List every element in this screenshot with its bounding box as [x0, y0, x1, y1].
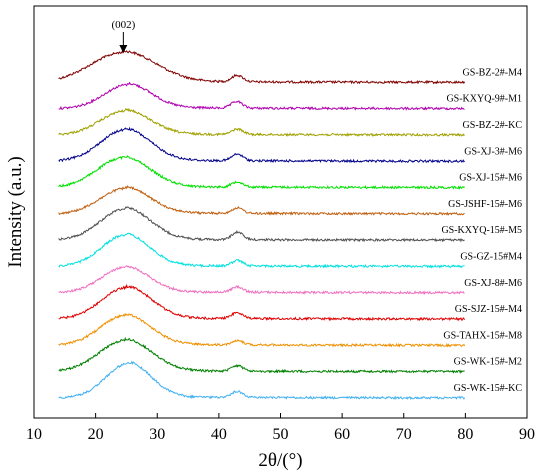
x-tick-label: 60 — [334, 426, 350, 443]
series-label: GS-WK-15#-M2 — [454, 357, 522, 368]
series-line — [58, 50, 466, 85]
series-line — [58, 206, 465, 243]
annotation-label: (002) — [111, 19, 135, 31]
series-line — [58, 336, 465, 375]
x-axis-label: 2θ/(°) — [258, 450, 302, 471]
series-label: GS-BZ-2#-M4 — [463, 67, 522, 78]
y-axis-label: Intensity (a.u.) — [5, 156, 26, 267]
series-line — [58, 360, 466, 401]
series-line — [58, 232, 465, 269]
series-label: GS-XJ-3#-M6 — [464, 146, 522, 157]
peak-annotation: (002) — [111, 19, 136, 53]
series-line — [58, 283, 466, 322]
series-label: GS-XJ-15#-M6 — [459, 173, 522, 184]
series-label: GS-KXYQ-9#-M1 — [446, 94, 522, 105]
series-label: GS-XJ-8#-M6 — [464, 278, 522, 289]
series-label: GS-GZ-15#M4 — [460, 252, 522, 263]
series-line — [58, 185, 465, 216]
x-tick-label: 10 — [26, 426, 42, 443]
x-tick-label: 90 — [519, 426, 535, 443]
series-line — [58, 126, 465, 164]
x-axis-ticks: 10 20 30 40 50 60 70 80 90 — [26, 413, 535, 443]
series-line — [58, 313, 466, 348]
series-label: GS-SJZ-15#-M4 — [455, 304, 522, 315]
series-label: GS-TAHX-15#-M8 — [443, 330, 522, 341]
series-line — [58, 155, 465, 190]
series-line — [58, 107, 465, 137]
series-line — [58, 264, 465, 296]
x-tick-label: 30 — [149, 426, 165, 443]
x-tick-label: 80 — [457, 426, 473, 443]
series-label: GS-KXYQ-15#-M5 — [441, 225, 522, 236]
x-tick-label: 20 — [88, 426, 104, 443]
series-label: GS-JSHF-15#-M6 — [448, 199, 522, 210]
annotation-arrow-head — [119, 45, 128, 53]
series-labels: GS-BZ-2#-M4 GS-KXYQ-9#-M1 GS-BZ-2#-KC GS-XJ… — [441, 67, 522, 394]
x-tick-label: 40 — [211, 426, 227, 443]
x-tick-label: 70 — [396, 426, 412, 443]
x-tick-label: 50 — [273, 426, 289, 443]
series-label: GS-WK-15#-KC — [454, 383, 523, 394]
series-line — [58, 81, 465, 111]
series-label: GS-BZ-2#-KC — [463, 120, 523, 131]
series-layer — [58, 50, 466, 401]
